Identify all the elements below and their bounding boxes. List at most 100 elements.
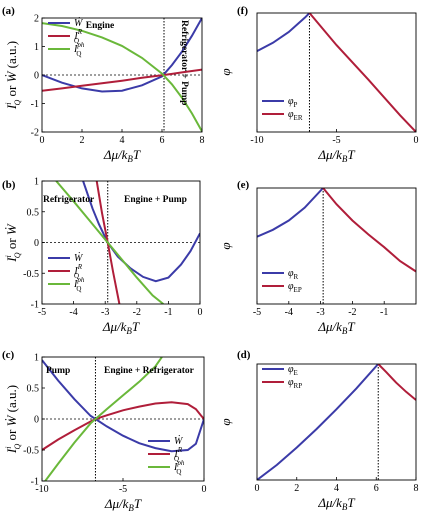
x-tick-label: -2 bbox=[133, 307, 141, 318]
y-axis-label: φ bbox=[218, 242, 233, 249]
region-label: Engine + Pump bbox=[124, 195, 187, 205]
y-tick-label: -0.5 bbox=[23, 269, 39, 280]
y-tick-label: 0.5 bbox=[27, 384, 40, 395]
x-axis-label: Δμ/kBT bbox=[104, 496, 142, 513]
series-line bbox=[44, 357, 163, 481]
y-axis-label: φ bbox=[218, 418, 233, 425]
legend-label: Ẇ bbox=[74, 252, 84, 264]
y-tick-label: 1 bbox=[34, 42, 39, 53]
series-line bbox=[308, 13, 416, 132]
x-tick-label: -5 bbox=[253, 307, 261, 318]
x-axis-label: Δμ/kBT bbox=[103, 147, 141, 164]
x-axis-label: Δμ/kBT bbox=[102, 319, 140, 336]
chart-panel: 0 2 4 6 8 2 1 0 -1 -2 Δμ/kBT IiQ or Ẇ (a.u.) (a) Engi… bbox=[2, 5, 205, 164]
x-axis-label: Δμ/kBT bbox=[317, 495, 355, 512]
x-tick-label: -10 bbox=[250, 135, 263, 146]
x-tick-label: -5 bbox=[38, 307, 46, 318]
legend-label: φEP bbox=[288, 281, 302, 294]
legend-label: Iph Q bbox=[73, 41, 85, 58]
x-tick-label: -4 bbox=[69, 307, 77, 318]
y-axis-label: IiQ or Ẇ (a.u.) bbox=[4, 385, 22, 454]
chart-panel: -10 -5 0 1 0.5 0 -0.5 -1 Δμ/kBT IiQ or Ẇ (a.u.) (c… bbox=[2, 349, 207, 513]
legend-label: φR bbox=[288, 268, 299, 281]
y-tick-label: 1 bbox=[34, 353, 39, 364]
x-tick-label: 0 bbox=[202, 484, 207, 495]
y-tick-label: 1 bbox=[34, 177, 39, 188]
plot-frame bbox=[256, 187, 417, 305]
region-label: Refrigerator + Pump bbox=[179, 20, 189, 105]
region-label: Engine + Refrigerator bbox=[104, 366, 195, 376]
y-tick-label: -0.5 bbox=[23, 446, 39, 457]
x-tick-label: 0 bbox=[255, 483, 260, 494]
y-tick-label: 2 bbox=[34, 14, 39, 25]
x-tick-label: 4 bbox=[120, 135, 125, 146]
panel-label: (e) bbox=[237, 179, 250, 191]
x-tick-label: 2 bbox=[80, 135, 85, 146]
x-tick-label: -5 bbox=[332, 135, 340, 146]
y-tick-label: -1 bbox=[31, 477, 39, 488]
series-line bbox=[257, 364, 379, 480]
x-tick-label: 6 bbox=[374, 483, 379, 494]
series-line bbox=[42, 22, 202, 132]
panel-label: (d) bbox=[237, 349, 251, 361]
x-tick-label: 8 bbox=[200, 135, 205, 146]
x-axis-label: Δμ/kBT bbox=[317, 147, 355, 164]
x-axis-label: Δμ/kBT bbox=[317, 319, 355, 336]
panel-label: (f) bbox=[237, 5, 248, 17]
region-label: Refrigerator bbox=[43, 195, 95, 205]
y-axis-label: IiQ or Ẇ bbox=[4, 223, 22, 263]
panel-label: (a) bbox=[2, 5, 15, 17]
legend-label: φRP bbox=[288, 377, 302, 390]
x-tick-label: -1 bbox=[380, 307, 388, 318]
x-tick-label: 8 bbox=[414, 483, 419, 494]
y-tick-label: 0 bbox=[34, 415, 39, 426]
series-line bbox=[42, 68, 202, 92]
panel-label: (c) bbox=[2, 349, 15, 361]
x-tick-label: 4 bbox=[334, 483, 339, 494]
x-tick-label: 6 bbox=[160, 135, 165, 146]
legend-label: Iph Q bbox=[173, 459, 185, 476]
y-axis-label: IiQ or Ẇ (a.u.) bbox=[4, 41, 22, 110]
y-tick-label: 0 bbox=[34, 71, 39, 82]
legend-label: IR Q bbox=[173, 446, 182, 463]
x-tick-label: -1 bbox=[164, 307, 172, 318]
x-tick-label: -10 bbox=[35, 484, 48, 495]
region-label: Pump bbox=[46, 366, 70, 376]
series-line bbox=[322, 188, 416, 273]
legend-label: IR Q bbox=[73, 28, 82, 45]
legend-label: Ẇ bbox=[174, 435, 184, 447]
legend-label: Iph Q bbox=[73, 276, 85, 293]
x-tick-label: 0 bbox=[40, 135, 45, 146]
legend-label: IR Q bbox=[73, 263, 82, 280]
series-line bbox=[42, 359, 204, 453]
region-label: Engine bbox=[86, 21, 115, 31]
y-tick-label: -1 bbox=[31, 99, 39, 110]
x-tick-label: -4 bbox=[285, 307, 293, 318]
panel-label: (b) bbox=[2, 179, 16, 191]
y-axis-label: φ bbox=[218, 68, 233, 75]
x-tick-label: 0 bbox=[414, 135, 419, 146]
x-tick-label: -3 bbox=[101, 307, 109, 318]
x-tick-label: -5 bbox=[119, 484, 127, 495]
x-tick-label: -2 bbox=[348, 307, 356, 318]
y-tick-label: 0 bbox=[34, 238, 39, 249]
legend-label: φER bbox=[288, 109, 303, 122]
series-line bbox=[257, 188, 324, 238]
y-tick-label: 0.5 bbox=[27, 207, 40, 218]
legend-label: Ẇ bbox=[74, 17, 84, 29]
x-tick-label: -3 bbox=[316, 307, 324, 318]
chart-panel: -5 -4 -3 -2 -1 0 1 0.5 0 -0.5 -1 Δμ/kBT IiQ or Ẇ (b) R… bbox=[2, 177, 203, 337]
series-line bbox=[257, 13, 311, 52]
x-tick-label: 2 bbox=[294, 483, 299, 494]
series-line bbox=[377, 364, 416, 401]
series-line bbox=[55, 181, 164, 304]
y-tick-label: -2 bbox=[31, 128, 39, 139]
y-tick-label: -1 bbox=[31, 300, 39, 311]
legend-label: φE bbox=[288, 364, 298, 377]
series-line bbox=[82, 181, 200, 283]
series-line bbox=[42, 401, 204, 451]
